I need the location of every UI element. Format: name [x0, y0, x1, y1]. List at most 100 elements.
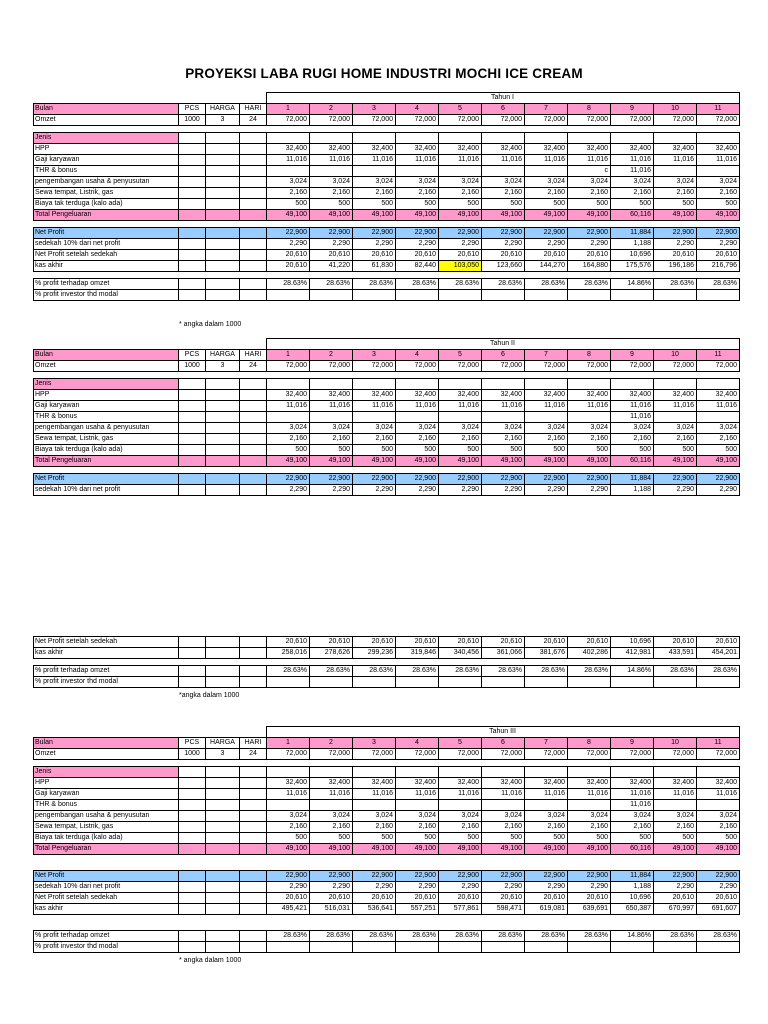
sedekah-row: sedekah 10% dari net profit 2,290 2,290 2,2…	[33, 238, 740, 250]
value-cell: 299,236	[352, 647, 396, 659]
value-cell	[438, 766, 482, 778]
year-title: Tahun II	[266, 338, 740, 350]
param-cell	[239, 455, 267, 467]
value-cell: 22,900	[653, 473, 697, 485]
value-cell: 20,610	[438, 892, 482, 904]
value-cell: 61,830	[352, 260, 396, 272]
value-cell: 2,160	[524, 187, 568, 199]
value-cell: 72,000	[352, 114, 396, 126]
omzet-row: Omzet 1000 3 24 72,000 72,000 72,000 72,000 72,0…	[33, 114, 740, 126]
value-cell: 22,900	[696, 870, 740, 882]
param-cell	[205, 766, 240, 778]
value-cell	[481, 165, 525, 177]
param-cell	[178, 389, 206, 401]
param-cell	[205, 165, 240, 177]
row-label: Sewa tempat, Listrik, gas	[33, 187, 179, 199]
value-cell: 28.63%	[524, 930, 568, 942]
param-cell: 24	[239, 114, 267, 126]
row-label: kas akhir	[33, 260, 179, 272]
value-cell: 49,100	[567, 455, 611, 467]
value-cell	[438, 289, 482, 301]
value-cell: 2,160	[567, 433, 611, 445]
value-cell: 2,160	[696, 433, 740, 445]
value-cell: 28.63%	[653, 930, 697, 942]
value-cell: c	[567, 165, 611, 177]
value-cell: 49,100	[696, 843, 740, 855]
value-cell: 28.63%	[395, 665, 439, 677]
row-label: THR & bonus	[33, 411, 179, 423]
value-cell: 5	[438, 349, 482, 361]
row-label: HPP	[33, 389, 179, 401]
row-label: Bulan	[33, 737, 179, 749]
param-cell	[205, 484, 240, 496]
value-cell: 11,016	[653, 788, 697, 800]
value-cell: 28.63%	[395, 930, 439, 942]
value-cell	[481, 378, 525, 390]
value-cell: 3,024	[524, 176, 568, 188]
value-cell	[696, 799, 740, 811]
value-cell	[524, 132, 568, 144]
value-cell: 49,100	[352, 455, 396, 467]
value-cell: 361,066	[481, 647, 525, 659]
value-cell	[395, 132, 439, 144]
param-cell	[178, 881, 206, 893]
value-cell: 20,610	[266, 260, 310, 272]
row-label: HPP	[33, 777, 179, 789]
value-cell: 32,400	[524, 777, 568, 789]
value-cell: 22,900	[438, 227, 482, 239]
value-cell: 22,900	[696, 473, 740, 485]
param-cell	[205, 209, 240, 221]
value-cell: 11,016	[352, 788, 396, 800]
value-cell: 49,100	[395, 455, 439, 467]
value-cell: 500	[352, 198, 396, 210]
tahun3-header-table: Tahun III Bulan PCS HARGA HARI 1 2 3 4 5 6 7 8 9 10 11 O…	[33, 726, 740, 760]
param-cell: PCS	[178, 103, 206, 115]
value-cell: 9	[610, 349, 654, 361]
value-cell: 6	[481, 737, 525, 749]
param-cell: PCS	[178, 349, 206, 361]
param-cell	[178, 821, 206, 833]
value-cell: 32,400	[524, 143, 568, 155]
value-cell: 14.86%	[610, 665, 654, 677]
row-label: Total Pengeluaran	[33, 455, 179, 467]
value-cell: 639,691	[567, 903, 611, 915]
value-cell: 32,400	[438, 389, 482, 401]
kas-akhir-row: kas akhir 258,016 278,626 299,236 319,846 340…	[33, 647, 740, 659]
value-cell: 3,024	[438, 810, 482, 822]
row-label: Sewa tempat, Listrik, gas	[33, 821, 179, 833]
value-cell: 500	[438, 832, 482, 844]
value-cell: 20,610	[309, 892, 353, 904]
value-cell	[653, 411, 697, 423]
row-label: Jenis	[33, 378, 179, 390]
param-cell	[178, 209, 206, 221]
value-cell: 22,900	[524, 473, 568, 485]
document-title: PROYEKSI LABA RUGI HOME INDUSTRI MOCHI I…	[185, 66, 583, 81]
value-cell: 6	[481, 103, 525, 115]
value-cell: 500	[653, 832, 697, 844]
value-cell: 32,400	[481, 389, 525, 401]
value-cell: 28.63%	[524, 665, 568, 677]
value-cell: 32,400	[696, 777, 740, 789]
value-cell: 2,160	[610, 187, 654, 199]
param-cell	[205, 930, 240, 942]
value-cell	[266, 766, 310, 778]
value-cell: 495,421	[266, 903, 310, 915]
value-cell	[352, 799, 396, 811]
value-cell: 1,188	[610, 238, 654, 250]
value-cell: 278,626	[309, 647, 353, 659]
value-cell: 11,016	[524, 400, 568, 412]
row-label: THR & bonus	[33, 799, 179, 811]
value-cell	[395, 766, 439, 778]
value-cell: 32,400	[352, 143, 396, 155]
value-cell: 1	[266, 349, 310, 361]
param-cell	[205, 227, 240, 239]
value-cell: 3,024	[438, 422, 482, 434]
spacer	[33, 329, 768, 338]
value-cell: 11,884	[610, 870, 654, 882]
value-cell: 32,400	[309, 777, 353, 789]
row-label: Total Pengeluaran	[33, 843, 179, 855]
row-label: sedekah 10% dari net profit	[33, 881, 179, 893]
param-cell	[205, 881, 240, 893]
value-cell	[696, 411, 740, 423]
value-cell: 32,400	[653, 777, 697, 789]
